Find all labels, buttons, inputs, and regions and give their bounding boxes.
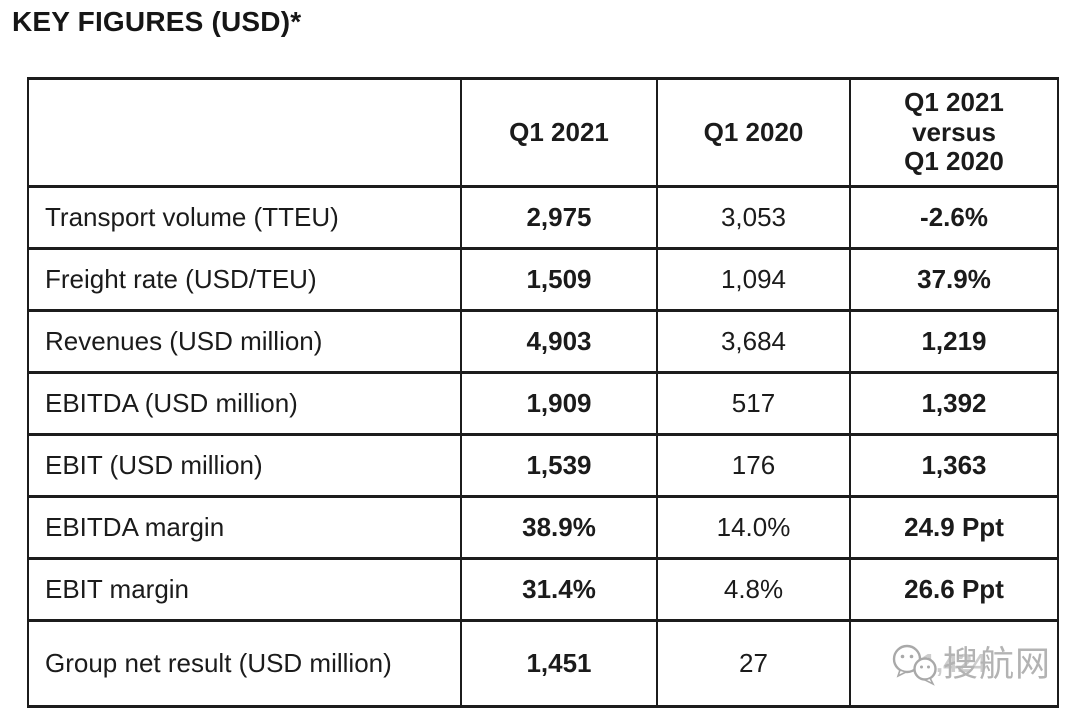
cell-q1-2020: 4.8% <box>656 557 851 622</box>
row-label: Transport volume (TTEU) <box>27 185 462 250</box>
row-label: EBIT margin <box>27 557 462 622</box>
table-row-group-net-result: Group net result (USD million) 1,451 27 … <box>27 619 1059 708</box>
header-cell-empty <box>27 77 462 188</box>
cell-delta: 1,219 <box>849 309 1059 374</box>
cell-q1-2021: 2,975 <box>460 185 658 250</box>
cell-q1-2020: 3,684 <box>656 309 851 374</box>
cell-delta-obscured: 1,424 <box>849 619 1059 708</box>
header-cell-q1-2021: Q1 2021 <box>460 77 658 188</box>
cell-q1-2021: 1,909 <box>460 371 658 436</box>
row-label: EBITDA (USD million) <box>27 371 462 436</box>
cell-q1-2021: 4,903 <box>460 309 658 374</box>
header-cell-q1-2020: Q1 2020 <box>656 77 851 188</box>
row-label: Group net result (USD million) <box>27 619 462 708</box>
table-row-ebitda-margin: EBITDA margin 38.9% 14.0% 24.9 Ppt <box>27 495 1059 560</box>
versus-line-3: Q1 2020 <box>904 146 1004 177</box>
cell-q1-2020: 3,053 <box>656 185 851 250</box>
cell-q1-2021: 1,509 <box>460 247 658 312</box>
table-row-freight-rate: Freight rate (USD/TEU) 1,509 1,094 37.9% <box>27 247 1059 312</box>
cell-delta: 24.9 Ppt <box>849 495 1059 560</box>
table-row-revenues: Revenues (USD million) 4,903 3,684 1,219 <box>27 309 1059 374</box>
table-row-ebit-margin: EBIT margin 31.4% 4.8% 26.6 Ppt <box>27 557 1059 622</box>
table-row-ebit: EBIT (USD million) 1,539 176 1,363 <box>27 433 1059 498</box>
header-cell-versus: Q1 2021 versus Q1 2020 <box>849 77 1059 188</box>
cell-q1-2020: 1,094 <box>656 247 851 312</box>
cell-delta-value: 1,424 <box>921 648 987 678</box>
cell-q1-2021: 38.9% <box>460 495 658 560</box>
row-label: Revenues (USD million) <box>27 309 462 374</box>
cell-q1-2020: 517 <box>656 371 851 436</box>
versus-line-2: versus <box>912 116 996 147</box>
header-row: Q1 2021 Q1 2020 Q1 2021 versus Q1 2020 <box>27 77 1059 188</box>
table-row-ebitda: EBITDA (USD million) 1,909 517 1,392 <box>27 371 1059 436</box>
cell-q1-2021: 1,451 <box>460 619 658 708</box>
cell-delta: -2.6% <box>849 185 1059 250</box>
table-row-transport-volume: Transport volume (TTEU) 2,975 3,053 -2.6… <box>27 185 1059 250</box>
row-label: EBITDA margin <box>27 495 462 560</box>
row-label: EBIT (USD million) <box>27 433 462 498</box>
cell-q1-2021: 1,539 <box>460 433 658 498</box>
page-title: KEY FIGURES (USD)* <box>12 6 302 37</box>
cell-delta: 1,392 <box>849 371 1059 436</box>
versus-line-1: Q1 2021 <box>904 86 1004 117</box>
cell-q1-2021: 31.4% <box>460 557 658 622</box>
cell-q1-2020: 14.0% <box>656 495 851 560</box>
cell-q1-2020: 176 <box>656 433 851 498</box>
cell-delta: 1,363 <box>849 433 1059 498</box>
row-label: Freight rate (USD/TEU) <box>27 247 462 312</box>
cell-delta: 26.6 Ppt <box>849 557 1059 622</box>
key-figures-table: Q1 2021 Q1 2020 Q1 2021 versus Q1 2020 T… <box>27 77 1059 708</box>
cell-delta: 37.9% <box>849 247 1059 312</box>
cell-q1-2020: 27 <box>656 619 851 708</box>
